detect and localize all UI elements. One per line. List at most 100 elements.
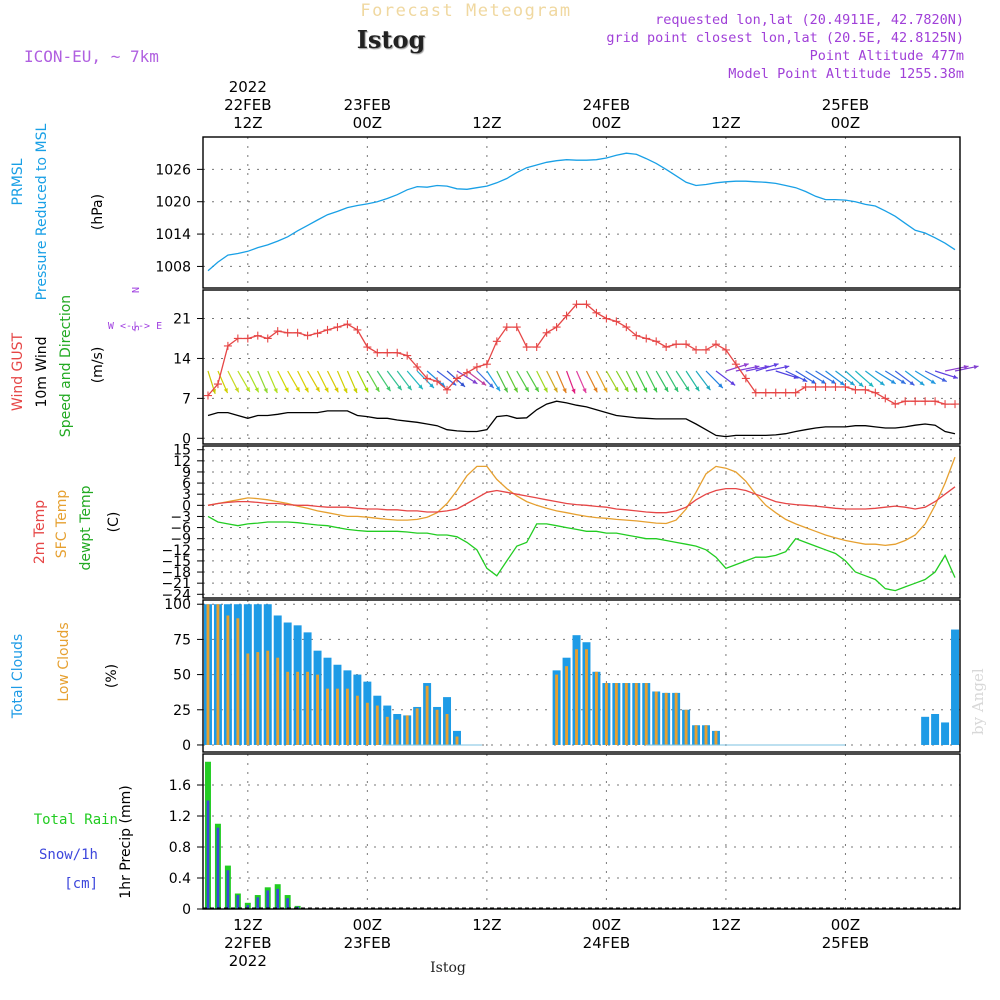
wind-arrow-head xyxy=(284,387,289,393)
hour-label-bottom: 12Z xyxy=(711,916,740,934)
temp-label-1: 2m Temp xyxy=(32,500,48,564)
low-cloud-bar xyxy=(694,725,698,745)
wind-gust-marker xyxy=(861,385,870,394)
low-cloud-bar xyxy=(286,671,290,745)
temp-label-2: SFC Temp xyxy=(54,490,70,559)
ytick-label-temperature: 6 xyxy=(182,476,191,492)
wind-gust-marker xyxy=(871,388,880,397)
wind-arrow-head xyxy=(295,386,300,392)
wind-arrow-head xyxy=(919,381,925,386)
wind-arrow-head xyxy=(343,388,348,394)
wind-gust-marker xyxy=(801,382,810,391)
wind-gust-marker xyxy=(313,329,322,338)
dewpoint-line xyxy=(207,515,956,592)
wind-gust-marker xyxy=(791,388,800,397)
low-cloud-bar xyxy=(226,615,230,745)
wind-arrow-head xyxy=(397,385,402,391)
precip-label-3: [cm] xyxy=(64,876,98,892)
ytick-label-clouds: 25 xyxy=(173,703,191,719)
model-label: ICON-EU, ~ 7km xyxy=(24,47,159,66)
wind-arrow-head xyxy=(614,386,619,392)
wind-unit: (m/s) xyxy=(90,347,106,384)
wind-arrow-head xyxy=(562,388,567,394)
wind-gust-marker xyxy=(612,317,621,326)
wind-gust-marker xyxy=(851,385,860,394)
low-cloud-bar xyxy=(395,719,399,745)
wind-arrow-head xyxy=(718,383,723,388)
wind-gust-marker xyxy=(951,400,960,409)
wind-gust-marker xyxy=(403,351,412,360)
wind-arrow-head xyxy=(890,379,896,384)
wind-gust-marker xyxy=(841,382,850,391)
wind-gust-marker xyxy=(821,382,830,391)
wind-arrow-head xyxy=(234,387,239,393)
wind-gust-marker xyxy=(393,348,402,357)
wind-arrow-head xyxy=(973,365,979,370)
wind-gust-marker xyxy=(343,320,352,329)
wind-arrow-head xyxy=(375,386,380,392)
low-cloud-bar xyxy=(405,715,409,745)
ytick-label-precipitation: 0.4 xyxy=(169,871,191,887)
ytick-label-clouds: 75 xyxy=(173,632,191,648)
low-cloud-bar xyxy=(336,688,339,745)
year-label-bottom: 2022 xyxy=(229,952,267,970)
wind-gust-marker xyxy=(931,397,940,406)
wind-gust-marker xyxy=(373,348,382,357)
wind-gust-marker xyxy=(941,400,950,409)
wind-arrow-head xyxy=(603,387,608,393)
low-cloud-bar xyxy=(575,649,578,745)
total-cloud-bar xyxy=(921,716,930,745)
low-cloud-bar xyxy=(595,671,598,745)
wind-gust-marker xyxy=(532,343,541,352)
date-label-bottom: 25FEB xyxy=(822,934,869,952)
precip-label-2: Snow/1h xyxy=(39,847,98,863)
hour-label-top: 12Z xyxy=(472,114,501,132)
wind-label-1: Wind GUST xyxy=(10,332,26,411)
low-cloud-bar xyxy=(345,688,349,745)
wind-arrow-head xyxy=(706,385,711,391)
clouds-label-2: Low Clouds xyxy=(56,622,72,701)
ytick-label-pressure: 1008 xyxy=(155,259,191,275)
wind-arrow-head xyxy=(963,365,969,370)
low-cloud-bar xyxy=(216,604,220,745)
ytick-label-wind: 7 xyxy=(182,391,191,407)
precip-label-1: Total Rain xyxy=(34,812,118,828)
date-label-top: 24FEB xyxy=(583,96,630,114)
hour-label-top: 00Z xyxy=(831,114,860,132)
wind-gust-marker xyxy=(682,340,691,349)
wind-label-2: 10m Wind xyxy=(34,336,50,407)
ytick-label-temperature: 9 xyxy=(182,465,191,481)
ytick-label-clouds: 100 xyxy=(164,597,191,613)
wind-gust-marker xyxy=(741,374,750,383)
ytick-label-clouds: 50 xyxy=(173,668,191,684)
ytick-label-temperature: −24 xyxy=(161,587,191,603)
wind-gust-marker xyxy=(472,363,481,371)
wind-gust-marker xyxy=(562,311,571,320)
wind-gust-marker xyxy=(642,334,651,343)
time-axis: 2022202222FEB22FEB12Z12Z23FEB23FEB00Z00Z… xyxy=(224,78,869,970)
wind-arrow-head xyxy=(674,386,679,392)
wind-gust-marker xyxy=(572,300,581,309)
clouds-unit: (%) xyxy=(104,664,120,688)
wind-arrow-head xyxy=(685,386,690,392)
wind-arrow-head xyxy=(273,388,278,394)
wind-speed-line xyxy=(207,400,956,438)
axis-labels: 1008 1014 1020 1026 PRMSL Pressure Reduced to… xyxy=(10,123,191,918)
wind-arrow-head xyxy=(418,384,423,390)
sfc-temp-line xyxy=(207,456,956,547)
wind-gust-marker xyxy=(512,323,521,332)
ytick-label-pressure: 1014 xyxy=(155,227,191,243)
chart-title: Forecast Meteogram xyxy=(360,1,571,21)
wind-gust-marker xyxy=(592,308,601,317)
watermark: by Angel xyxy=(969,668,987,735)
low-cloud-bar xyxy=(704,725,708,745)
wind-gust-marker xyxy=(891,400,900,409)
low-cloud-bar xyxy=(385,716,389,745)
snow-bar xyxy=(256,897,260,909)
ytick-label-temperature: −21 xyxy=(161,576,191,592)
ytick-label-temperature: −6 xyxy=(170,521,191,537)
temp-2m-line xyxy=(207,486,956,514)
wind-arrow-head xyxy=(868,382,874,387)
ytick-label-wind: 0 xyxy=(182,431,191,447)
